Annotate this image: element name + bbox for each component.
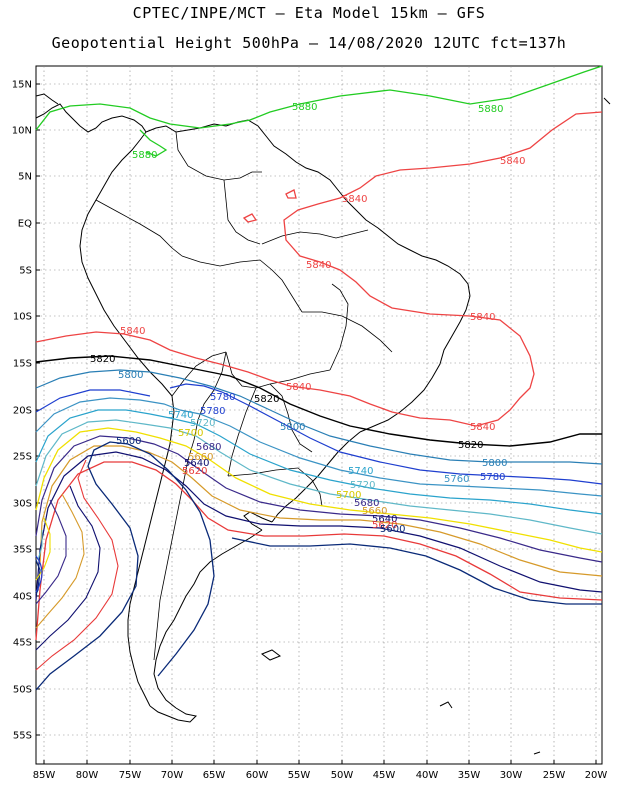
- contour-5700: [35, 427, 603, 553]
- lon-tick-label: 70W: [161, 770, 184, 781]
- contour-label: 5840: [500, 156, 525, 167]
- contour-5620: [35, 461, 603, 641]
- contour-5820: [35, 355, 602, 447]
- contour-label: 5840: [342, 194, 367, 205]
- contour-label: 5700: [336, 490, 361, 501]
- lat-tick-label: EQ: [18, 219, 32, 230]
- contour-label: 5660: [188, 452, 213, 463]
- contour-label: 5840: [306, 260, 331, 271]
- contour-label: 5640: [372, 514, 397, 525]
- contour-label: 5740: [348, 466, 373, 477]
- lon-tick-label: 35W: [458, 770, 481, 781]
- contour-label: 5820: [90, 354, 115, 365]
- contour-label: 5840: [470, 422, 495, 433]
- contour-5720: [35, 419, 603, 535]
- lon-tick-label: 25W: [543, 770, 566, 781]
- lon-tick-label: 50W: [331, 770, 354, 781]
- contour-label: 5880: [478, 104, 503, 115]
- low-center-marker: [35, 555, 43, 593]
- contour-5840: [35, 111, 603, 427]
- lat-tick-label: 35S: [13, 545, 32, 556]
- lat-tick-label: 15S: [13, 359, 32, 370]
- contour-label: 5840: [286, 382, 311, 393]
- contour-label: 5600: [116, 436, 141, 447]
- lon-tick-label: 75W: [119, 770, 142, 781]
- contour-5660: [39, 445, 603, 577]
- contour-labels: 5880 5880 5880 5840 5840 5840 5840 5840 …: [90, 102, 525, 535]
- lon-tick-label: 45W: [373, 770, 396, 781]
- lat-tick-label: 20S: [13, 406, 32, 417]
- contour-5760: [35, 397, 603, 497]
- contour-label: 5640: [184, 458, 209, 469]
- lon-tick-label: 40W: [416, 770, 439, 781]
- contour-western-lobe: [35, 459, 119, 671]
- contour-label: 5780: [210, 392, 235, 403]
- lat-tick-label: 55S: [13, 731, 32, 742]
- contour-label: 5840: [120, 326, 145, 337]
- contour-label: 5680: [196, 442, 221, 453]
- contour-label: 5840: [470, 312, 495, 323]
- lon-tick-label: 85W: [33, 770, 56, 781]
- contour-label: 5780: [480, 472, 505, 483]
- contour-label: 5700: [178, 428, 203, 439]
- contour-label: 5600: [380, 524, 405, 535]
- axis-ticks: 15N 10N 5N EQ 5S 10S 15S 20S 25S 30S 35S 40S 45S 50S 5…: [12, 80, 608, 782]
- lon-tick-label: 55W: [288, 770, 311, 781]
- contour-label: 5760: [444, 474, 469, 485]
- contour-5600: [35, 441, 602, 691]
- lon-tick-label: 65W: [203, 770, 226, 781]
- contour-label: 5820: [458, 440, 483, 451]
- lat-tick-label: 50S: [13, 685, 32, 696]
- contour-label: 5720: [190, 418, 215, 429]
- lon-tick-label: 80W: [76, 770, 99, 781]
- lat-tick-label: 15N: [12, 80, 32, 91]
- contour-label: 5820: [254, 394, 279, 405]
- contour-label: 5680: [354, 498, 379, 509]
- lon-tick-label: 30W: [500, 770, 523, 781]
- title-line-1: CPTEC/INPE/MCT – Eta Model 15km – GFS: [132, 4, 486, 22]
- lat-tick-label: 25S: [13, 452, 32, 463]
- contour-5640: [35, 451, 603, 601]
- contour-label: 5800: [118, 370, 143, 381]
- contour-5880: [35, 65, 603, 157]
- lat-tick-label: 40S: [13, 592, 32, 603]
- contour-label: 5620: [182, 466, 207, 477]
- coastlines: [35, 93, 611, 755]
- contour-label: 5740: [168, 410, 193, 421]
- contour-label: 5880: [132, 150, 157, 161]
- lat-tick-label: 10N: [12, 126, 32, 137]
- contour-label: 5660: [362, 506, 387, 517]
- contour-label: 5780: [200, 406, 225, 417]
- contour-label: 5620: [372, 520, 397, 531]
- lon-tick-label: 20W: [585, 770, 608, 781]
- lon-tick-label: 60W: [246, 770, 269, 781]
- contour-5740: [35, 409, 603, 515]
- contour-5800: [35, 369, 603, 465]
- contour-label: 5880: [292, 102, 317, 113]
- lat-tick-label: 30S: [13, 499, 32, 510]
- grid-lines: [36, 66, 602, 764]
- title-line-2: Geopotential Height 500hPa – 14/08/2020 …: [51, 34, 567, 52]
- lat-tick-label: 45S: [13, 638, 32, 649]
- contour-label: 5720: [350, 480, 375, 491]
- contour-5780: [35, 383, 603, 485]
- lat-tick-label: 10S: [13, 312, 32, 323]
- lat-tick-label: 5S: [19, 266, 32, 277]
- contour-5680: [35, 435, 603, 563]
- lat-tick-label: 5N: [18, 172, 32, 183]
- contour-label: 5800: [280, 422, 305, 433]
- contour-label: 5800: [482, 458, 507, 469]
